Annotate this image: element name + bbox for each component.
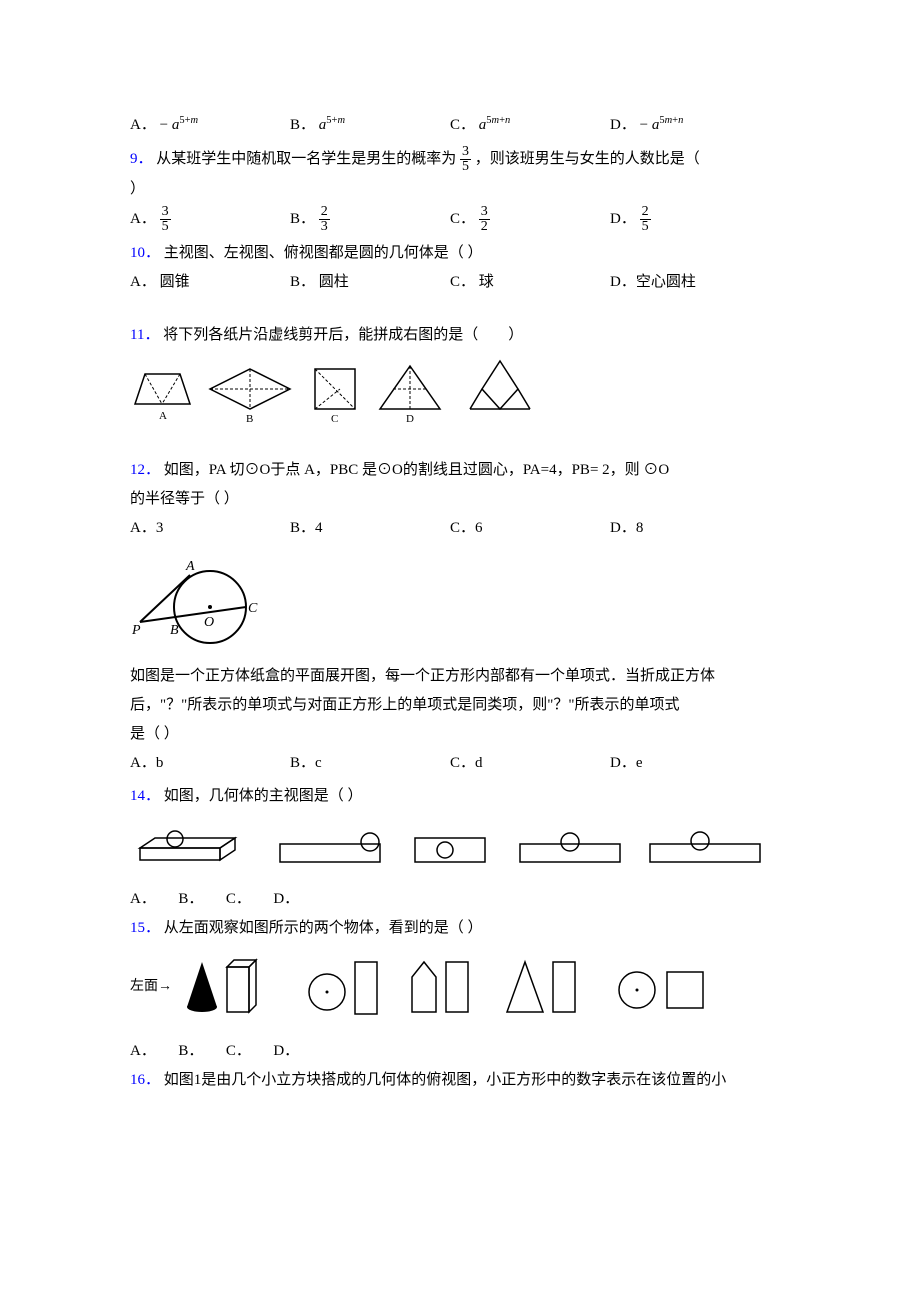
svg-text:P: P (131, 623, 141, 638)
q10-body: 主视图、左视图、俯视图都是圆的几何体是（ ） (164, 245, 483, 261)
svg-text:D: D (406, 413, 414, 425)
q15-views-svg (187, 952, 747, 1022)
q11-figures: A B C D (130, 359, 790, 429)
q9-text: 9． 从某班学生中随机取一名学生是男生的概率为 3 5 ，则该班男生与女生的人数… (130, 145, 790, 174)
q12-text2: 的半径等于（ ） (130, 486, 790, 513)
opt-label: D． (610, 211, 636, 227)
opt-label: D． (610, 117, 636, 133)
page-content: A． − a5+m B． a5+m C． a5m+n D． − a5m+n 9．… (0, 0, 920, 1302)
q8-opt-a: A． − a5+m (130, 112, 290, 139)
q12-opt-d: D．8 (610, 515, 770, 542)
q9-paren: ） (130, 176, 790, 203)
q15-figures: 左面→ (130, 952, 790, 1022)
q10-number: 10． (130, 245, 160, 261)
q9-frac: 3 5 (460, 145, 471, 174)
opt-label: A． (130, 117, 156, 133)
q12-opt-a: A．3 (130, 515, 290, 542)
q9-options: A． 3 5 B． 2 3 C． 3 2 D． 2 5 (130, 205, 790, 234)
q11-number: 11． (130, 327, 159, 343)
opt-label: C． (450, 211, 475, 227)
q14-figures (130, 820, 790, 870)
q13-text1: 如图是一个正方体纸盒的平面展开图，每一个正方形内部都有一个单项式．当折成正方体 (130, 663, 790, 690)
q10-opt-a: A． 圆锥 (130, 269, 290, 296)
q12-number: 12． (130, 462, 160, 478)
q13-options: A．b B．c C．d D．e (130, 750, 790, 777)
q11-shapes-svg: A B C D (130, 359, 570, 429)
svg-text:O: O (204, 615, 214, 630)
q12-text1: 12． 如图，PA 切⊙O于点 A，PBC 是⊙O的割线且过圆心，PA=4，PB… (130, 457, 790, 484)
frac-d: 2 5 (640, 205, 651, 234)
q14-views-svg (130, 820, 770, 870)
q9-opt-b: B． 2 3 (290, 205, 450, 234)
q12-body1: 如图，PA 切⊙O于点 A，PBC 是⊙O的割线且过圆心，PA=4，PB= 2，… (164, 462, 669, 478)
q16-body: 如图1是由几个小立方块搭成的几何体的俯视图，小正方形中的数字表示在该位置的小 (164, 1072, 727, 1088)
q12-circle-svg: A P B O C (130, 552, 280, 647)
q16-text: 16． 如图1是由几个小立方块搭成的几何体的俯视图，小正方形中的数字表示在该位置… (130, 1067, 790, 1094)
q9-body-b: ，则该班男生与女生的人数比是（ (475, 151, 700, 167)
q13-text2: 后，"？"所表示的单项式与对面正方形上的单项式是同类项，则"？"所表示的单项式 (130, 692, 790, 719)
q8-opt-b: B． a5+m (290, 112, 450, 139)
opt-label: B． (290, 117, 315, 133)
q8-opt-d: D． − a5m+n (610, 112, 770, 139)
q13-opt-a: A．b (130, 750, 290, 777)
frac-c: 3 2 (479, 205, 490, 234)
q9-body-a: 从某班学生中随机取一名学生是男生的概率为 (156, 151, 456, 167)
q12-opt-b: B．4 (290, 515, 450, 542)
q14-text: 14． 如图，几何体的主视图是（ ） (130, 783, 790, 810)
q13-opt-d: D．e (610, 750, 770, 777)
frac-b: 2 3 (319, 205, 330, 234)
q15-body: 从左面观察如图所示的两个物体，看到的是（ ） (164, 920, 483, 936)
q12-figure: A P B O C (130, 552, 790, 647)
q13-opt-c: C．d (450, 750, 610, 777)
q16-number: 16． (130, 1072, 160, 1088)
svg-text:C: C (331, 413, 338, 425)
opt-label: B． (290, 211, 315, 227)
q13-text3: 是（ ） (130, 721, 790, 748)
q9-number: 9． (130, 151, 153, 167)
opt-label: A． (130, 211, 156, 227)
q11-text: 11． 将下列各纸片沿虚线剪开后，能拼成右图的是（ ） (130, 322, 790, 349)
expr: − a5m+n (640, 117, 684, 133)
svg-text:C: C (248, 601, 258, 616)
q14-body: 如图，几何体的主视图是（ ） (164, 788, 363, 804)
left-face-label: 左面→ (130, 974, 172, 999)
q12-options: A．3 B．4 C．6 D．8 (130, 515, 790, 542)
q14-answers: A． B． C． D． (130, 886, 790, 913)
q10-opt-d: D．空心圆柱 (610, 269, 770, 296)
q9-opt-a: A． 3 5 (130, 205, 290, 234)
q15-text: 15． 从左面观察如图所示的两个物体，看到的是（ ） (130, 915, 790, 942)
q15-answers: A． B． C． D． (130, 1038, 790, 1065)
q8-options: A． − a5+m B． a5+m C． a5m+n D． − a5m+n (130, 112, 790, 139)
q10-text: 10． 主视图、左视图、俯视图都是圆的几何体是（ ） (130, 240, 790, 267)
q14-number: 14． (130, 788, 160, 804)
svg-text:B: B (170, 623, 179, 638)
expr: a5+m (319, 117, 345, 133)
q10-opt-b: B． 圆柱 (290, 269, 450, 296)
expr: a5m+n (479, 117, 511, 133)
svg-text:B: B (246, 413, 253, 425)
q13-opt-b: B．c (290, 750, 450, 777)
q9-opt-d: D． 2 5 (610, 205, 770, 234)
q8-opt-c: C． a5m+n (450, 112, 610, 139)
frac-a: 3 5 (160, 205, 171, 234)
q12-opt-c: C．6 (450, 515, 610, 542)
expr: − a5+m (160, 117, 198, 133)
svg-text:A: A (185, 559, 195, 574)
svg-text:A: A (159, 410, 167, 422)
q11-body: 将下列各纸片沿虚线剪开后，能拼成右图的是（ ） (163, 327, 523, 343)
q10-opt-c: C． 球 (450, 269, 610, 296)
opt-label: C． (450, 117, 475, 133)
q10-options: A． 圆锥 B． 圆柱 C． 球 D．空心圆柱 (130, 269, 790, 296)
q9-opt-c: C． 3 2 (450, 205, 610, 234)
q15-number: 15． (130, 920, 160, 936)
